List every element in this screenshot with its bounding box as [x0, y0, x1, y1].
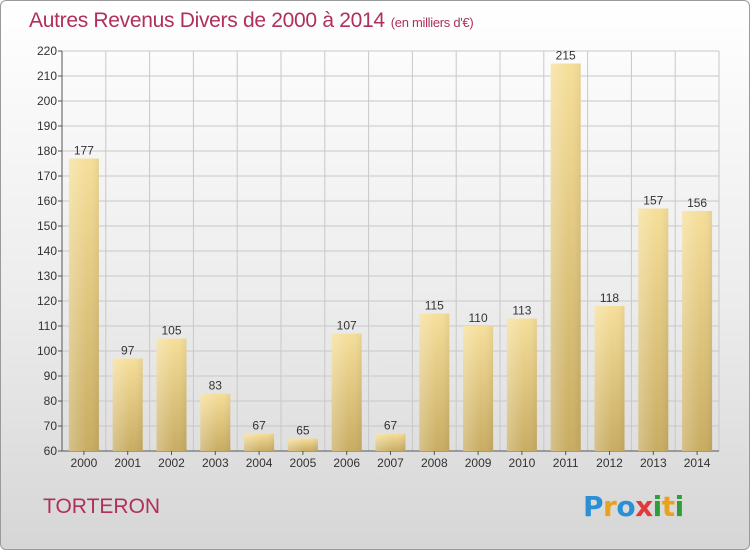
y-axis-ticks: 60 70 80 90 100 110 120 130 140 150 160 170 180 190 20…	[37, 44, 57, 458]
bar-value-label: 115	[425, 299, 444, 313]
chart-title: Autres Revenus Divers de 2000 à 2014 (en …	[29, 9, 474, 33]
bar-highlight	[331, 333, 362, 451]
y-tick-label: 150	[37, 219, 57, 233]
logo-letter: t	[661, 490, 675, 523]
bar-highlight	[463, 326, 494, 451]
bar-value-label: 215	[556, 49, 576, 63]
logo-letter: r	[603, 490, 617, 523]
x-tick-label: 2001	[114, 456, 141, 470]
y-tick-label: 140	[37, 244, 57, 258]
bar-highlight	[638, 208, 669, 451]
proxiti-logo: Proxiti	[583, 490, 684, 523]
bar-value-label: 110	[469, 311, 488, 325]
logo-letter: i	[652, 490, 663, 523]
chart-title-text: Autres Revenus Divers de 2000 à 2014	[29, 9, 385, 32]
logo-letter: x	[635, 490, 653, 523]
y-tick-label: 180	[37, 144, 57, 158]
region-name: TORTERON	[43, 495, 161, 518]
bar-highlight	[594, 306, 625, 451]
bar-highlight	[419, 313, 450, 451]
bar-value-label: 156	[687, 196, 707, 210]
bar-highlight	[112, 358, 143, 451]
bar-highlight	[200, 393, 231, 451]
y-tick-label: 90	[44, 369, 58, 383]
bar-value-label: 105	[161, 324, 181, 338]
x-tick-label: 2002	[158, 456, 185, 470]
x-tick-label: 2006	[333, 456, 360, 470]
bar-value-label: 83	[209, 379, 223, 393]
data-labels: 177 97 105 83 67 65 107 67 115 110 113 215 118 157 156	[74, 49, 708, 438]
y-tick-label: 200	[37, 94, 57, 108]
y-tick-label: 210	[37, 69, 57, 83]
x-axis-ticks: 2000 2001 2002 2003 2004 2005 2006 2007 2008 2009…	[71, 456, 711, 470]
y-tick-label: 100	[37, 344, 57, 358]
y-tick-label: 170	[37, 169, 57, 183]
x-tick-label: 2013	[640, 456, 667, 470]
y-tick-label: 130	[37, 269, 57, 283]
x-tick-label: 2012	[596, 456, 623, 470]
logo-letter: P	[583, 490, 604, 523]
x-tick-label: 2000	[71, 456, 98, 470]
y-tick-label: 120	[37, 294, 57, 308]
x-tick-label: 2010	[509, 456, 536, 470]
bar-value-label: 67	[252, 419, 266, 433]
logo-letter: i	[674, 490, 685, 523]
bar-highlight	[244, 433, 275, 451]
chart-subtitle: (en milliers d'€)	[390, 15, 474, 30]
bar-value-label: 118	[600, 291, 619, 305]
bar-value-label: 177	[74, 144, 94, 158]
x-tick-label: 2003	[202, 456, 229, 470]
bar-value-label: 65	[296, 424, 310, 438]
bar-value-label: 97	[121, 344, 135, 358]
bar-highlight	[506, 318, 537, 451]
y-tick-label: 190	[37, 119, 57, 133]
bar-value-label: 67	[384, 419, 398, 433]
y-tick-label: 110	[38, 319, 57, 333]
x-tick-label: 2009	[465, 456, 492, 470]
bar-highlight	[287, 438, 318, 451]
y-tick-label: 80	[44, 394, 58, 408]
bar-value-label: 107	[337, 319, 357, 333]
x-tick-label: 2004	[246, 456, 273, 470]
x-tick-label: 2011	[553, 456, 579, 470]
y-tick-label: 160	[37, 194, 57, 208]
y-tick-label: 220	[37, 44, 57, 58]
bar-highlight	[68, 158, 99, 451]
logo-letter: o	[616, 490, 636, 523]
bars	[68, 63, 713, 451]
bar-value-label: 113	[512, 304, 531, 318]
bar-highlight	[156, 338, 187, 451]
bar-highlight	[550, 63, 581, 451]
x-tick-label: 2014	[684, 456, 711, 470]
bar-highlight	[682, 211, 713, 451]
y-tick-label: 60	[44, 444, 58, 458]
bar-highlight	[375, 433, 406, 451]
y-tick-label: 70	[44, 419, 58, 433]
bar-value-label: 157	[643, 194, 663, 208]
x-tick-label: 2005	[290, 456, 317, 470]
x-tick-label: 2007	[377, 456, 404, 470]
x-tick-label: 2008	[421, 456, 448, 470]
